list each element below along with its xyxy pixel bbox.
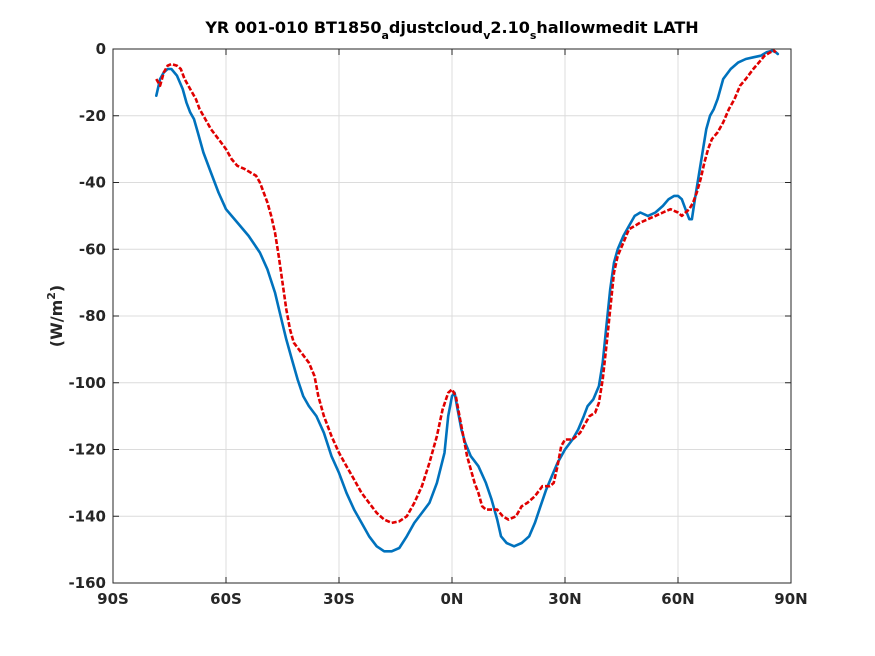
ylabel-text: ) (47, 285, 66, 292)
x-tick-label: 30S (323, 590, 355, 608)
title-segment: hallowmedit LATH (536, 18, 698, 37)
x-tick-label: 60N (661, 590, 694, 608)
title-subscript: v (483, 29, 491, 42)
x-tick-label: 90N (774, 590, 807, 608)
y-tick-label: -60 (79, 240, 106, 258)
y-tick-label: -80 (79, 307, 106, 325)
ylabel-text: (W/m (47, 300, 66, 347)
y-axis-label: (W/m2) (45, 285, 66, 347)
x-tick-label: 90S (97, 590, 129, 608)
title-segment: 2.10 (490, 18, 529, 37)
x-tick-label: 60S (210, 590, 242, 608)
y-tick-label: -100 (68, 374, 106, 392)
title-segment: YR 001-010 BT1850 (204, 18, 381, 37)
x-tick-label: 0N (441, 590, 464, 608)
ylabel-superscript: 2 (45, 292, 58, 300)
y-tick-labels: 0 -20 -40 -60 -80 -100 -120 -140 -160 (68, 40, 106, 592)
data-series (155, 49, 780, 553)
title-subscript: s (530, 29, 537, 42)
axis-ticks (112, 48, 792, 584)
y-tick-label: -120 (68, 441, 106, 459)
y-tick-label: -40 (79, 174, 106, 192)
x-tick-labels: 90S 60S 30S 0N 30N 60N 90N (97, 590, 808, 608)
chart-title: YR 001-010 BT1850adjustcloudv2.10shallow… (204, 18, 698, 42)
y-tick-label: -20 (79, 107, 106, 125)
title-subscript: a (381, 29, 388, 42)
series-line-2 (155, 49, 777, 525)
y-tick-label: -140 (68, 507, 106, 525)
title-segment: djustcloud (389, 18, 483, 37)
y-tick-label: 0 (96, 40, 106, 58)
y-tick-label: -160 (68, 574, 106, 592)
x-tick-label: 30N (548, 590, 581, 608)
